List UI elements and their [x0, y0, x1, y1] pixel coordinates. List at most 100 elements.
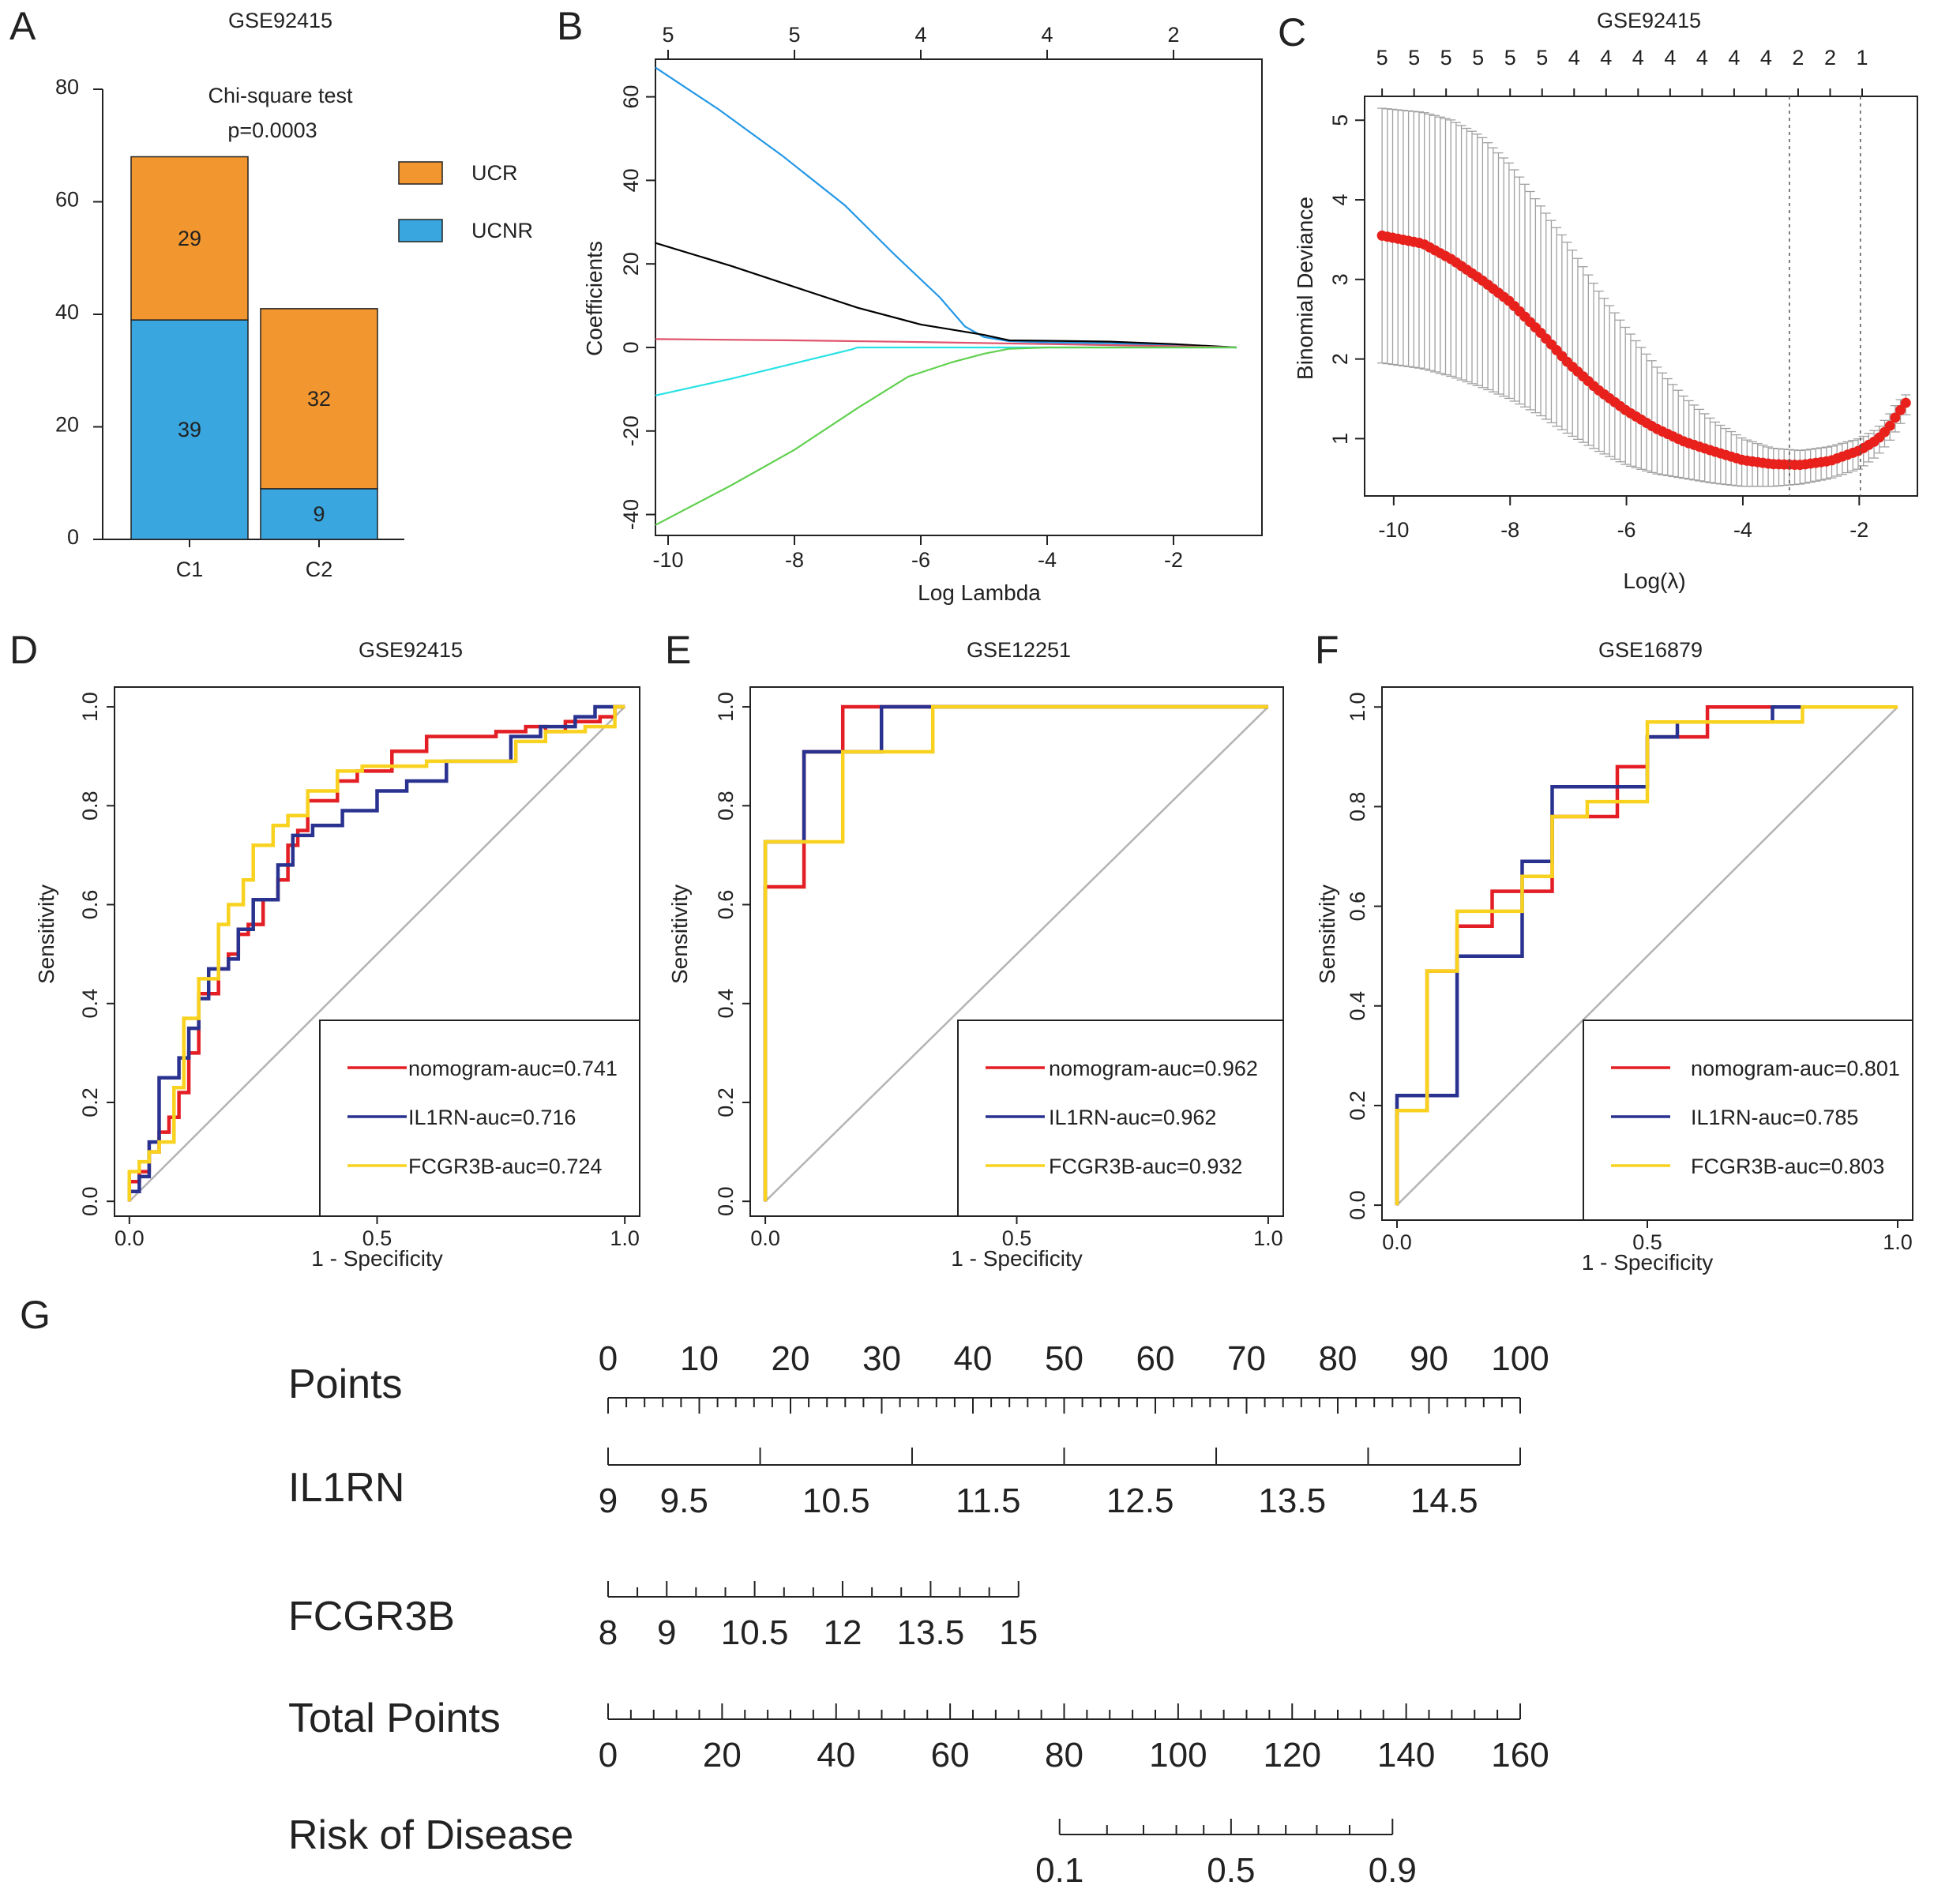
nomogram-tick-label: 100 — [1491, 1339, 1549, 1378]
top-tick-label: 4 — [1600, 46, 1612, 69]
panel-label-c: C — [1278, 10, 1306, 54]
panel-label-a: A — [9, 4, 36, 48]
nomogram-tick-label: 13.5 — [1258, 1482, 1326, 1520]
x-axis-label: 1 - Specificity — [951, 1246, 1083, 1271]
bar-segment — [260, 488, 378, 540]
panel-c-cv-deviance: GSE92415-10 -8 -6 -4 -25 5 5 5 5 5 4 4 4 4 4 4 4 2 2 112345… — [1293, 9, 1918, 593]
nomogram-tick-label: 80 — [1319, 1339, 1358, 1378]
y-tick-label: 0.0 — [1346, 1190, 1369, 1220]
x-tick-label: -10 — [652, 548, 683, 572]
top-tick-label: 5 — [788, 23, 800, 47]
panel-f-roc: GSE16879 0.0 0.5 1.0 0.0 0.2 0.4 0.6 0.8 1.0 1 - S… — [1315, 638, 1913, 1275]
x-axis-label: Log(λ) — [1623, 569, 1685, 593]
top-tick-label: 5 — [1440, 46, 1452, 69]
legend-label: FCGR3B-auc=0.803 — [1691, 1155, 1884, 1178]
x-tick-label: -6 — [911, 548, 930, 572]
nomogram-tick-label: 0.1 — [1035, 1851, 1083, 1890]
chart-title: GSE16879 — [1598, 638, 1703, 662]
chart-title: GSE12251 — [967, 638, 1071, 662]
nomogram-tick-label: 60 — [1136, 1339, 1175, 1378]
coef-path-coef2 — [655, 242, 1237, 349]
nomogram-tick-label: 100 — [1149, 1736, 1207, 1774]
y-axis-label: Binomial Deviance — [1293, 197, 1317, 380]
nomogram-tick-label: 9 — [657, 1613, 676, 1652]
nomogram-tick-label: 12 — [823, 1613, 862, 1652]
nomogram-row-label: IL1RN — [288, 1465, 404, 1511]
nomogram-row-label: Total Points — [288, 1696, 501, 1741]
top-tick-label: 4 — [1041, 23, 1053, 47]
y-tick-label: 0 — [67, 525, 79, 549]
nomogram-row-label: Risk of Disease — [288, 1812, 573, 1858]
x-tick-label: -4 — [1733, 518, 1752, 542]
p-value-label: p=0.0003 — [227, 118, 317, 142]
panel-a-bar-chart: GSE92415 Chi-square test p=0.0003 0 20 40 60 80… — [55, 9, 533, 581]
nomogram-tick-label: 80 — [1045, 1736, 1083, 1774]
top-tick-label: 5 — [1472, 46, 1484, 69]
top-tick-label: 2 — [1167, 23, 1179, 47]
chart-title: GSE92415 — [228, 9, 332, 32]
nomogram-tick-label: 13.5 — [897, 1613, 965, 1652]
y-tick-label: 0.2 — [1346, 1091, 1369, 1121]
y-tick-label: 40 — [619, 168, 643, 192]
x-tick-label: -8 — [785, 548, 804, 572]
y-tick-label: -20 — [619, 415, 643, 446]
y-tick-label: 20 — [55, 413, 79, 437]
y-tick-label: 0.8 — [1346, 792, 1369, 822]
deviance-point — [1900, 397, 1911, 408]
nomogram-tick-label: 20 — [703, 1736, 742, 1774]
x-axis-label: 1 - Specificity — [311, 1246, 443, 1271]
y-axis-label: Coefficients — [582, 241, 606, 356]
nomogram-tick-label: 90 — [1410, 1339, 1448, 1378]
nomogram-tick-label: 0 — [599, 1736, 618, 1774]
top-tick-label: 5 — [1408, 46, 1420, 69]
top-tick-label: 4 — [1696, 46, 1708, 69]
diagonal-reference — [764, 706, 1269, 1203]
y-tick-label: 0.6 — [78, 890, 102, 920]
nomogram-tick-label: 12.5 — [1106, 1482, 1174, 1520]
nomogram-tick-label: 10 — [680, 1339, 719, 1378]
y-tick-label: 60 — [55, 188, 79, 212]
top-tick-label: 4 — [1728, 46, 1740, 69]
y-axis-label: Sensitivity — [1315, 884, 1339, 984]
nomogram-tick-label: 10.5 — [802, 1482, 870, 1520]
y-tick-label: 0.4 — [1346, 991, 1369, 1021]
diagonal-reference — [1396, 706, 1898, 1206]
x-tick-label: -4 — [1038, 548, 1057, 572]
top-tick-label: 4 — [1568, 46, 1580, 69]
x-tick-label: C2 — [306, 558, 333, 581]
coef-path-coef3 — [655, 338, 1237, 349]
x-tick-label: 0.5 — [1632, 1230, 1662, 1254]
roc-curve-2 — [127, 704, 625, 1202]
y-tick-label: 80 — [55, 75, 79, 99]
top-tick-label: 4 — [1632, 46, 1644, 69]
deviance-point — [1895, 404, 1906, 415]
coef-path-coef5 — [655, 346, 1237, 526]
legend-box — [1583, 1020, 1913, 1221]
legend-label: IL1RN-auc=0.962 — [1049, 1106, 1216, 1129]
top-tick-label: 1 — [1856, 46, 1868, 69]
y-axis-label: Sensitivity — [34, 884, 58, 984]
coef-path-coef4 — [655, 346, 1237, 396]
plot-frame — [655, 58, 1263, 536]
x-tick-label: 0.5 — [1002, 1226, 1032, 1250]
y-tick-label: 20 — [619, 252, 643, 276]
nomogram-tick-label: 10.5 — [721, 1613, 789, 1652]
y-axis-label: Sensitivity — [667, 884, 692, 984]
panel-d-roc: GSE92415 0.0 0.5 1.0 0.0 0.2 0.4 0.6 0.8 1.0 1 - S… — [34, 638, 640, 1271]
nomogram-tick-label: 9.5 — [660, 1482, 708, 1520]
y-tick-label: 0.4 — [714, 989, 738, 1019]
roc-curve-1 — [127, 704, 625, 1202]
y-tick-label: -40 — [619, 499, 643, 530]
legend-swatch — [398, 161, 443, 185]
bar-value-label: 9 — [313, 502, 325, 526]
x-tick-label: 1.0 — [1253, 1226, 1283, 1250]
top-tick-label: 5 — [1536, 46, 1548, 69]
panel-b-lasso-coefficients: -10 -8 -6 -4 -2 5 5 4 4 2 -40 -20 0 20 40 60 Log Lambda C… — [582, 23, 1263, 605]
nomogram-tick-label: 8 — [599, 1613, 618, 1652]
x-tick-label: -10 — [1378, 518, 1409, 542]
y-tick-label: 0.8 — [714, 791, 738, 821]
x-tick-label: 0.5 — [362, 1226, 392, 1250]
legend-box — [319, 1020, 640, 1217]
nomogram-tick-label: 40 — [817, 1736, 855, 1774]
